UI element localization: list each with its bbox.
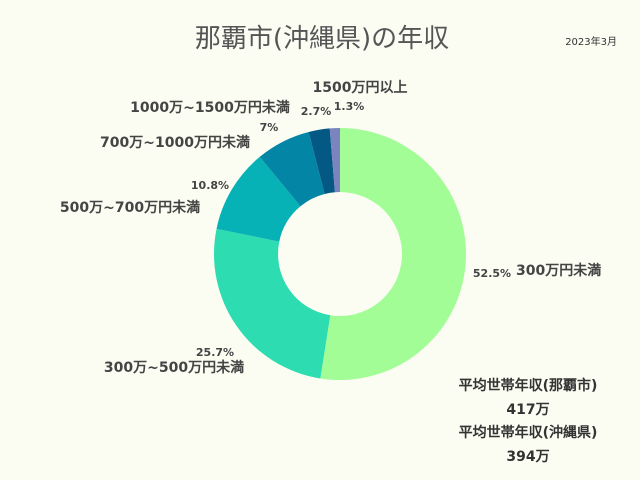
category-label-2: 300万~500万円未満 [104,359,244,376]
donut-slice-3 [216,156,301,242]
chart-title: 那覇市(沖縄県)の年収 [195,24,449,54]
avg-value-okinawa: 394万 [506,449,549,465]
category-label-6: 1500万円以上 [313,80,408,96]
donut-slice-2 [214,228,331,379]
percent-label-5: 2.7% [301,105,332,118]
donut-slice-5 [308,128,335,194]
category-label-4: 700万~1000万円未満 [100,134,250,151]
percent-label-4: 7% [260,121,279,134]
category-label-1: 300万円未満 [516,262,601,279]
chart-date: 2023年3月 [565,35,617,48]
donut-slice-4 [259,131,325,207]
donut-slice-1 [320,128,466,380]
avg-value-naha: 417万 [506,402,549,418]
category-label-5: 1000万~1500万円未満 [130,99,290,116]
avg-label-okinawa: 平均世帯年収(沖縄県) [459,424,598,441]
donut-slices [214,128,466,380]
percent-label-3: 10.8% [191,179,229,192]
donut-slice-6 [329,128,340,193]
percent-label-2: 25.7% [196,346,234,359]
avg-label-naha: 平均世帯年収(那覇市) [459,377,598,394]
percent-label-1: 52.5% [473,267,511,280]
percent-label-6: 1.3% [334,100,365,113]
category-label-3: 500万~700万円未満 [60,199,200,216]
